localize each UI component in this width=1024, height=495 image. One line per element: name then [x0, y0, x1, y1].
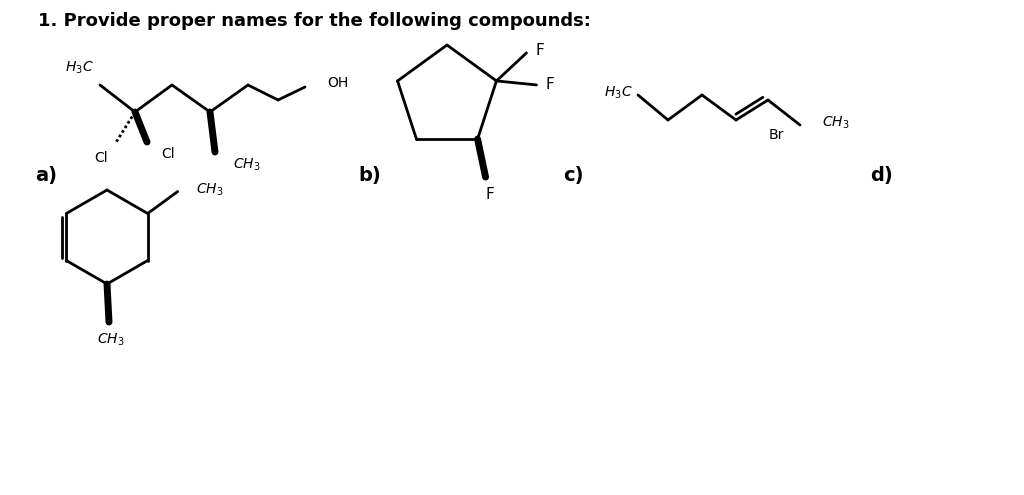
Text: $CH_3$: $CH_3$ [233, 157, 260, 173]
Text: d): d) [870, 165, 893, 185]
Text: $CH_3$: $CH_3$ [97, 332, 125, 348]
Text: $CH_3$: $CH_3$ [196, 181, 223, 198]
Text: $H_3C$: $H_3C$ [66, 59, 94, 76]
Text: Br: Br [768, 128, 783, 142]
Text: a): a) [35, 165, 57, 185]
Text: OH: OH [327, 76, 348, 90]
Text: F: F [536, 44, 544, 58]
Text: b): b) [358, 165, 381, 185]
Text: Cl: Cl [161, 147, 175, 161]
Text: c): c) [563, 165, 584, 185]
Text: $CH_3$: $CH_3$ [822, 115, 850, 131]
Text: Cl: Cl [94, 151, 108, 165]
Text: F: F [546, 77, 554, 93]
Text: F: F [485, 187, 494, 202]
Text: $H_3C$: $H_3C$ [604, 85, 633, 101]
Text: 1. Provide proper names for the following compounds:: 1. Provide proper names for the followin… [38, 12, 591, 30]
